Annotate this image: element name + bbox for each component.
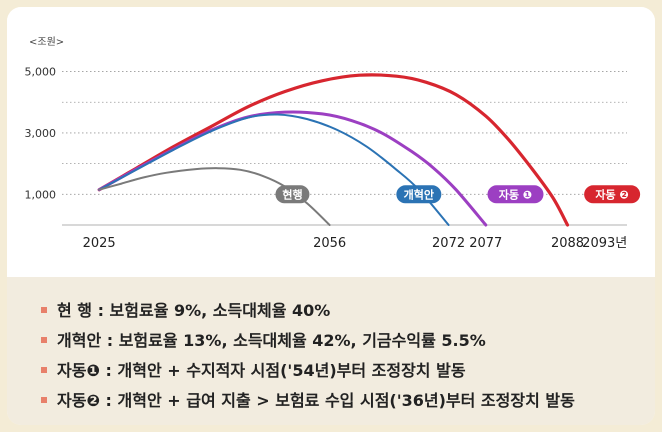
x-tick-label: 2025: [83, 236, 116, 251]
series-label: 자동 ❶: [499, 187, 532, 201]
series-label: 현행: [282, 187, 302, 201]
y-tick-label: 5,000: [25, 66, 57, 79]
card: <조원> 1,000 3,000 5,000 2025 2056 2072 2077 2088…: [7, 7, 655, 425]
series-label: 자동 ❷: [595, 187, 628, 201]
line-chart: 1,000 3,000 5,000 2025 2056 2072 2077 20882093년…: [25, 66, 641, 251]
x-tick-label: 2088: [551, 236, 584, 251]
x-tick-label: 2072: [432, 236, 465, 251]
legend-text: 자동❶ : 개혁안 + 수지적자 시점('54년)부터 조정장치 발동: [57, 361, 466, 380]
legend-item-current: 현 행 : 보험료율 9%, 소득대체율 40%: [41, 297, 330, 321]
bullet-icon: [41, 306, 47, 313]
legend-text: 현 행 : 보험료율 9%, 소득대체율 40%: [57, 301, 331, 320]
x-tick-label: 2077: [469, 236, 502, 251]
legend-item-auto2: 자동❷ : 개혁안 + 급여 지출 > 보험료 수입 시점('36년)부터 조정…: [41, 387, 575, 411]
series-label-pill: [584, 185, 641, 204]
chart-area: <조원> 1,000 3,000 5,000 2025 2056 2072 2077 2088…: [7, 7, 655, 277]
legend-item-auto1: 자동❶ : 개혁안 + 수지적자 시점('54년)부터 조정장치 발동: [41, 357, 466, 381]
unit-label: <조원>: [29, 37, 65, 48]
series-line: [98, 113, 450, 226]
series-label-pill: [487, 185, 544, 204]
legend-item-reform: 개혁안 : 보험료율 13%, 소득대체율 42%, 기금수익률 5.5%: [41, 327, 486, 351]
series-line: [97, 110, 488, 227]
y-tick-label: 3,000: [25, 127, 57, 140]
series-label-pill: [396, 185, 442, 204]
legend-text: 개혁안 : 보험료율 13%, 소득대체율 42%, 기금수익률 5.5%: [57, 331, 486, 350]
y-tick-label: 1,000: [25, 188, 57, 201]
x-tick-label: 2093년: [582, 236, 627, 251]
series-label-pill: [275, 185, 310, 204]
x-tick-label: 2056: [313, 236, 346, 251]
legend-box: 현 행 : 보험료율 9%, 소득대체율 40% 개혁안 : 보험료율 13%,…: [7, 277, 655, 425]
bullet-icon: [41, 366, 47, 373]
series-label: 개혁안: [404, 187, 434, 201]
series-line: [97, 73, 570, 227]
bullet-icon: [41, 396, 47, 403]
bullet-icon: [41, 336, 47, 343]
legend-text: 자동❷ : 개혁안 + 급여 지출 > 보험료 수입 시점('36년)부터 조정…: [57, 391, 575, 410]
